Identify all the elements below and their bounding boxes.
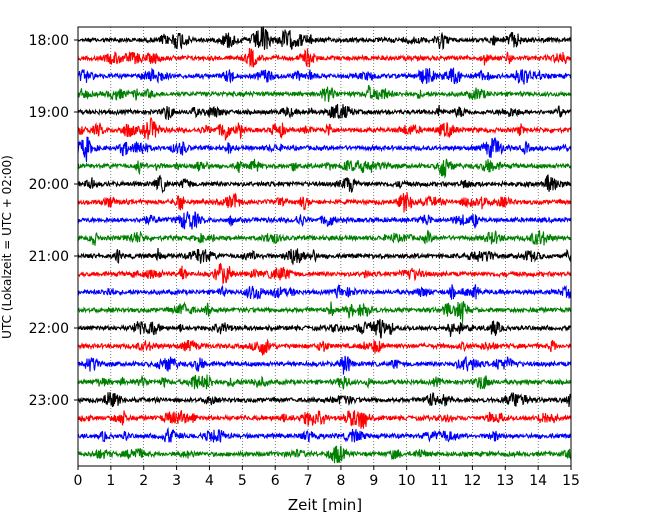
trace-2045 bbox=[77, 230, 572, 246]
x-axis-ticks: 0 1 2 3 4 5 6 7 8 9 10 11 12 13 14 15 bbox=[74, 466, 580, 489]
x-tick-label: 0 bbox=[74, 473, 83, 489]
trace-1845 bbox=[77, 85, 572, 103]
y-tick-label: 18:00 bbox=[29, 33, 69, 49]
x-axis-label: Zeit [min] bbox=[288, 496, 362, 514]
trace-2100 bbox=[77, 247, 572, 265]
x-tick-label: 5 bbox=[238, 473, 247, 489]
x-tick-label: 2 bbox=[139, 473, 148, 489]
trace-2245 bbox=[77, 374, 572, 390]
x-tick-label: 7 bbox=[304, 473, 313, 489]
x-tick-label: 10 bbox=[398, 473, 416, 489]
x-tick-label: 14 bbox=[529, 473, 547, 489]
y-tick-label: 19:00 bbox=[29, 105, 69, 121]
trace-2015 bbox=[77, 192, 572, 213]
trace-2230 bbox=[77, 355, 572, 375]
x-tick-label: 4 bbox=[205, 473, 214, 489]
x-tick-label: 11 bbox=[431, 473, 449, 489]
trace-1945 bbox=[77, 158, 572, 179]
y-tick-label: 21:00 bbox=[29, 249, 69, 265]
trace-2215 bbox=[77, 338, 572, 356]
x-tick-label: 13 bbox=[496, 473, 514, 489]
trace-2315 bbox=[77, 409, 572, 429]
plot-frame bbox=[77, 26, 572, 467]
trace-2330 bbox=[77, 426, 572, 444]
x-tick-label: 9 bbox=[369, 473, 378, 489]
trace-2130 bbox=[77, 283, 572, 300]
y-axis-ticks: 18:00 19:00 20:00 21:00 22:00 23:00 bbox=[29, 33, 78, 409]
trace-1900 bbox=[77, 103, 572, 121]
y-axis-label: UTC (Lokalzeit = UTC + 02:00) bbox=[0, 155, 14, 339]
x-tick-label: 1 bbox=[106, 473, 115, 489]
y-tick-label: 22:00 bbox=[29, 321, 69, 337]
trace-2345 bbox=[77, 445, 572, 464]
trace-1815 bbox=[77, 47, 572, 68]
trace-2030 bbox=[77, 211, 572, 230]
y-tick-label: 23:00 bbox=[29, 393, 69, 409]
trace-1830 bbox=[77, 67, 572, 85]
x-tick-label: 15 bbox=[562, 473, 580, 489]
x-tick-label: 12 bbox=[463, 473, 481, 489]
trace-1930 bbox=[77, 136, 572, 162]
trace-2000 bbox=[77, 174, 572, 194]
x-tick-label: 3 bbox=[172, 473, 181, 489]
trace-2200 bbox=[77, 318, 572, 339]
y-tick-label: 20:00 bbox=[29, 177, 69, 193]
trace-1800 bbox=[77, 26, 572, 51]
traces-group bbox=[77, 26, 572, 464]
vertical-grid bbox=[110, 27, 539, 466]
trace-2300 bbox=[77, 392, 572, 408]
trace-2115 bbox=[77, 262, 572, 285]
trace-2145 bbox=[77, 300, 572, 323]
trace-1915 bbox=[77, 116, 572, 141]
x-tick-label: 8 bbox=[336, 473, 345, 489]
x-tick-label: 6 bbox=[271, 473, 280, 489]
